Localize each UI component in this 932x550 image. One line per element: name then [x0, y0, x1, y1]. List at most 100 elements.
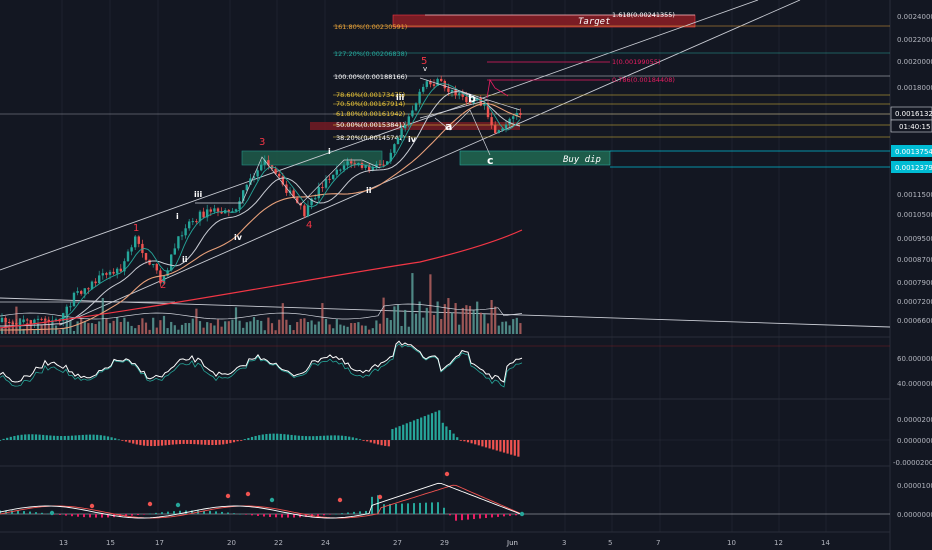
histogram-bar [409, 421, 412, 440]
histogram-bar [474, 440, 477, 445]
price-tick: 0.00066000 [897, 317, 932, 325]
volume-bar [220, 326, 223, 334]
volume-bar [267, 317, 270, 334]
wave-label: i [176, 212, 179, 221]
candle-body [314, 198, 317, 200]
candle-body [519, 113, 522, 115]
histogram-bar [369, 440, 372, 443]
macd-histogram-pane [0, 410, 890, 457]
volume-bar [512, 319, 515, 334]
volume-bar [198, 321, 202, 334]
histogram-bar [492, 440, 495, 450]
macd-histogram-bar [281, 514, 283, 518]
volume-bar [519, 323, 522, 334]
rsi-tick: 40.00000000 [897, 380, 932, 388]
histogram-bar [117, 439, 120, 441]
histogram-bar [60, 436, 63, 440]
candle-body [123, 261, 126, 272]
histogram-bar [322, 435, 326, 440]
macd-histogram-bar [401, 503, 403, 514]
histogram-bar [49, 435, 52, 440]
candle-body [256, 170, 259, 177]
cross-marker [337, 497, 343, 503]
time-tick: 5 [608, 539, 612, 547]
volume-bar [479, 312, 482, 334]
moving-average-line [59, 83, 521, 320]
histogram-bar [182, 440, 185, 444]
time-tick: Jun [506, 539, 518, 547]
volume-bar [447, 298, 450, 334]
wave-structure [195, 77, 521, 206]
macd-histogram-bar [203, 510, 205, 514]
macd-histogram-bar [431, 502, 433, 514]
histogram-bar [333, 435, 336, 440]
macd-line [0, 482, 523, 519]
wave-label: iv [234, 233, 243, 242]
macd-histogram-bar [491, 514, 493, 518]
candle-body [40, 318, 43, 320]
candle-body [360, 163, 364, 168]
histogram-bar [189, 440, 192, 445]
candle-body [292, 190, 295, 198]
macd-histogram-bar [227, 512, 229, 514]
volume-bar [292, 330, 295, 334]
zones: Target Buy dip [241, 14, 696, 166]
candle-body [65, 306, 68, 314]
histogram-bar [301, 435, 304, 440]
volume-bar [249, 321, 252, 334]
macd-tick: 0.00001000 [897, 482, 932, 490]
candle-body [508, 118, 511, 125]
histogram-bar [506, 440, 509, 454]
macd-histogram-bar [65, 514, 67, 516]
volume-bar [213, 325, 216, 334]
price-tick: 0.00087000 [897, 256, 932, 264]
histogram-bar [265, 434, 268, 440]
macd-histogram-bar [377, 495, 379, 514]
candle-body [130, 247, 133, 252]
candle-body [411, 110, 414, 117]
candle-body [242, 190, 245, 202]
macd-histogram-bar [443, 507, 445, 514]
time-axis: 13 15 17 20 22 24 27 29 Jun 3 5 7 10 12 … [59, 539, 830, 547]
macd-histogram-bar [347, 512, 349, 514]
histogram-bar [448, 430, 452, 440]
candle-body [389, 152, 392, 162]
macd-histogram-bar [239, 513, 241, 515]
candle-body [497, 130, 500, 134]
volume-bar [238, 320, 241, 334]
macd-histogram-bar [275, 514, 277, 518]
candle-body [22, 319, 25, 323]
histogram-bar [85, 434, 88, 440]
volume-bar [263, 330, 266, 334]
histogram-bar [258, 435, 261, 440]
histogram-bar [452, 433, 455, 440]
histogram-bar [459, 440, 462, 441]
macd-histogram-bar [503, 514, 505, 517]
candles [0, 75, 522, 330]
macd-histogram-bar [497, 514, 499, 517]
volume-bar [357, 322, 360, 334]
volume-bar [515, 317, 518, 334]
wave-label: 4 [306, 220, 312, 231]
histogram-bar [412, 420, 416, 440]
candle-body [371, 166, 374, 171]
histogram-bar [405, 423, 408, 440]
candle-body [29, 320, 32, 324]
histogram-bar [394, 427, 398, 440]
histogram-bar [362, 440, 365, 441]
histogram-bar [13, 435, 16, 440]
macd-histogram-bar [473, 514, 475, 520]
histogram-bar [348, 436, 351, 440]
volume-bar [180, 324, 184, 334]
candle-body [87, 288, 90, 290]
cross-marker [245, 491, 251, 497]
histogram-bar [128, 440, 131, 443]
candle-body [83, 288, 86, 294]
macd-histogram-bar [179, 510, 181, 514]
macd-histogram-bar [17, 510, 19, 514]
histogram-bar [344, 436, 347, 440]
histogram-bar [150, 440, 153, 447]
candle-body [234, 209, 238, 212]
histogram-bar [168, 440, 171, 445]
